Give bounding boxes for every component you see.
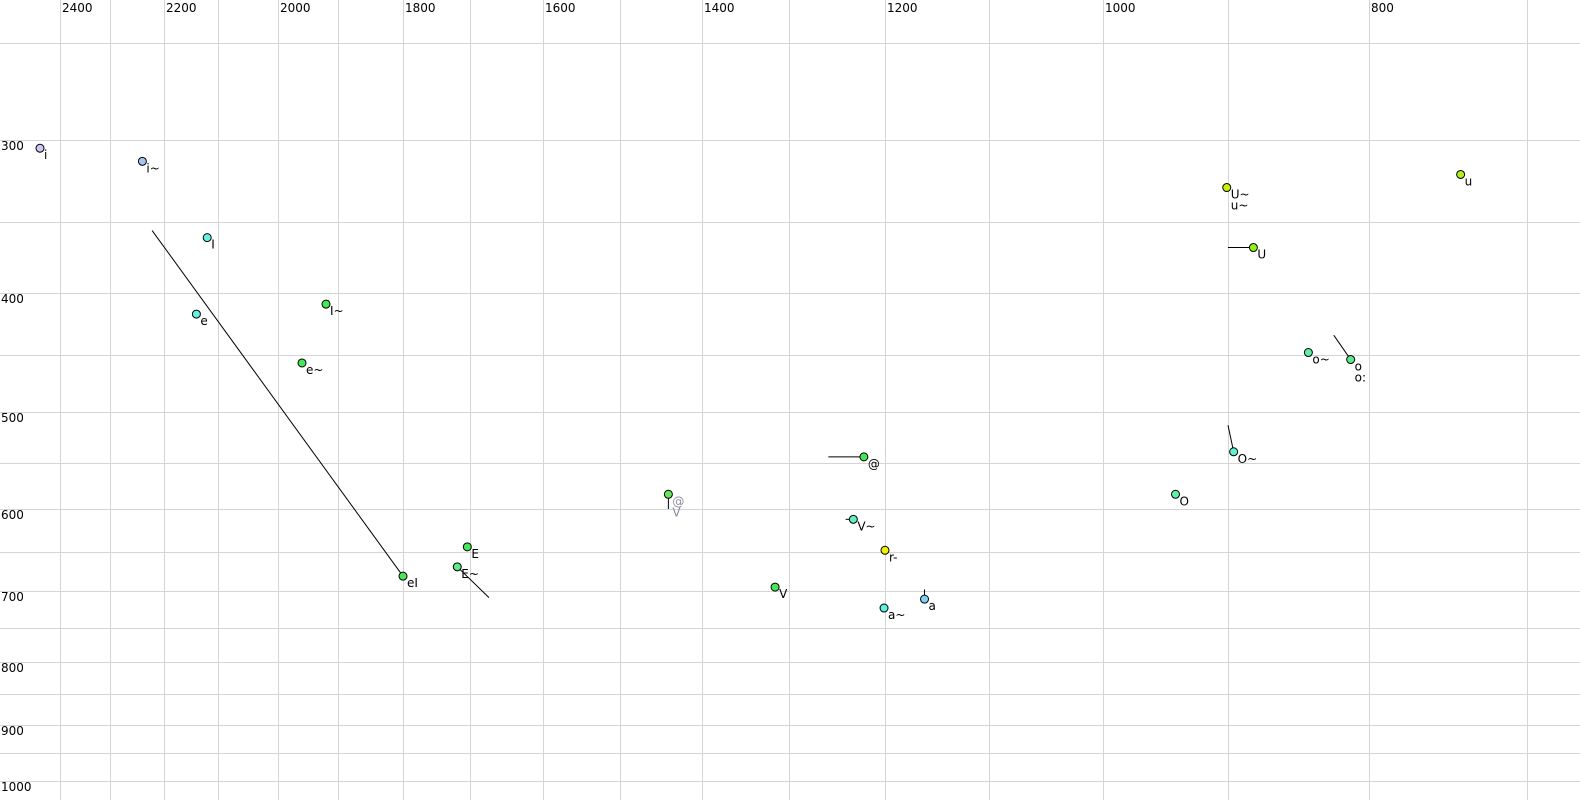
vowel-label: I bbox=[211, 238, 215, 252]
x-tick-label: 800 bbox=[1371, 1, 1394, 15]
vowel-label: O bbox=[1180, 494, 1189, 508]
y-tick-label: 500 bbox=[1, 411, 24, 425]
vowel-label: r- bbox=[889, 550, 898, 564]
vowel-point bbox=[191, 309, 201, 319]
vowel-point bbox=[1346, 355, 1356, 365]
vowel-label: o: bbox=[1355, 371, 1366, 385]
vowel-point bbox=[1456, 169, 1466, 179]
vowel-point bbox=[1229, 447, 1239, 457]
vowel-point bbox=[770, 582, 780, 592]
y-tick-label: 300 bbox=[1, 139, 24, 153]
vowel-point bbox=[663, 489, 673, 499]
y-tick-label: 1000 bbox=[1, 780, 32, 794]
vowel-point bbox=[1248, 243, 1258, 253]
x-tick-label: 1800 bbox=[405, 1, 436, 15]
vowel-label: O~ bbox=[1238, 452, 1258, 466]
x-tick-label: 1400 bbox=[704, 1, 735, 15]
vowel-point bbox=[462, 542, 472, 552]
x-tick-label: 1600 bbox=[545, 1, 576, 15]
vowel-point bbox=[137, 156, 147, 166]
vowel-label: @ bbox=[868, 457, 880, 471]
x-tick-label: 1000 bbox=[1105, 1, 1136, 15]
vowel-label: o~ bbox=[1312, 353, 1329, 367]
vowel-label: e~ bbox=[306, 363, 323, 377]
vowel-point bbox=[848, 514, 858, 524]
vowel-label: i bbox=[44, 148, 47, 162]
vowel-label: u bbox=[1465, 174, 1473, 188]
vowel-trajectory bbox=[1333, 334, 1352, 360]
vowel-label: a~ bbox=[888, 608, 905, 622]
vowel-label: u~ bbox=[1231, 199, 1249, 213]
vowel-point bbox=[859, 452, 869, 462]
vowel-label: U~ bbox=[1231, 188, 1250, 202]
vowel-label: I~ bbox=[330, 304, 344, 318]
vowel-point bbox=[202, 233, 212, 243]
vowel-label: V~ bbox=[857, 519, 875, 533]
vowel-point bbox=[880, 545, 890, 555]
vowel-point bbox=[398, 571, 408, 581]
x-tick-label: 1200 bbox=[887, 1, 918, 15]
vowel-label: e bbox=[200, 314, 207, 328]
vowel-label: @ bbox=[672, 494, 684, 508]
x-tick-label: 2000 bbox=[280, 1, 311, 15]
vowel-point bbox=[321, 299, 331, 309]
vowel-point bbox=[452, 562, 462, 572]
vowel-trajectory bbox=[456, 566, 490, 599]
y-tick-label: 600 bbox=[1, 508, 24, 522]
vowel-label: i~ bbox=[146, 161, 159, 175]
vowel-label: E bbox=[471, 547, 479, 561]
vowel-label: eI bbox=[407, 576, 418, 590]
vowel-point bbox=[1171, 489, 1180, 499]
vowel-point bbox=[879, 603, 889, 613]
vowel-trajectory bbox=[151, 230, 404, 577]
vowel-label: V bbox=[779, 587, 788, 601]
y-tick-label: 800 bbox=[1, 661, 24, 675]
x-tick-label: 2400 bbox=[62, 1, 93, 15]
vowel-trajectory bbox=[1227, 425, 1235, 452]
vowel-label: o bbox=[1355, 360, 1362, 374]
vowel-label: a bbox=[929, 599, 936, 613]
y-tick-label: 400 bbox=[1, 292, 24, 306]
vowel-label: U bbox=[1257, 248, 1266, 262]
vowel-point bbox=[1222, 183, 1232, 193]
vowel-point bbox=[297, 358, 307, 368]
vowel-label: V bbox=[672, 505, 681, 519]
vowel-point bbox=[35, 143, 45, 153]
y-tick-label: 900 bbox=[1, 724, 24, 738]
vowel-label: E~ bbox=[461, 567, 479, 581]
vowel-point bbox=[1303, 348, 1313, 358]
x-tick-label: 2200 bbox=[166, 1, 197, 15]
y-tick-label: 700 bbox=[1, 590, 24, 604]
vowel-point bbox=[920, 594, 930, 604]
